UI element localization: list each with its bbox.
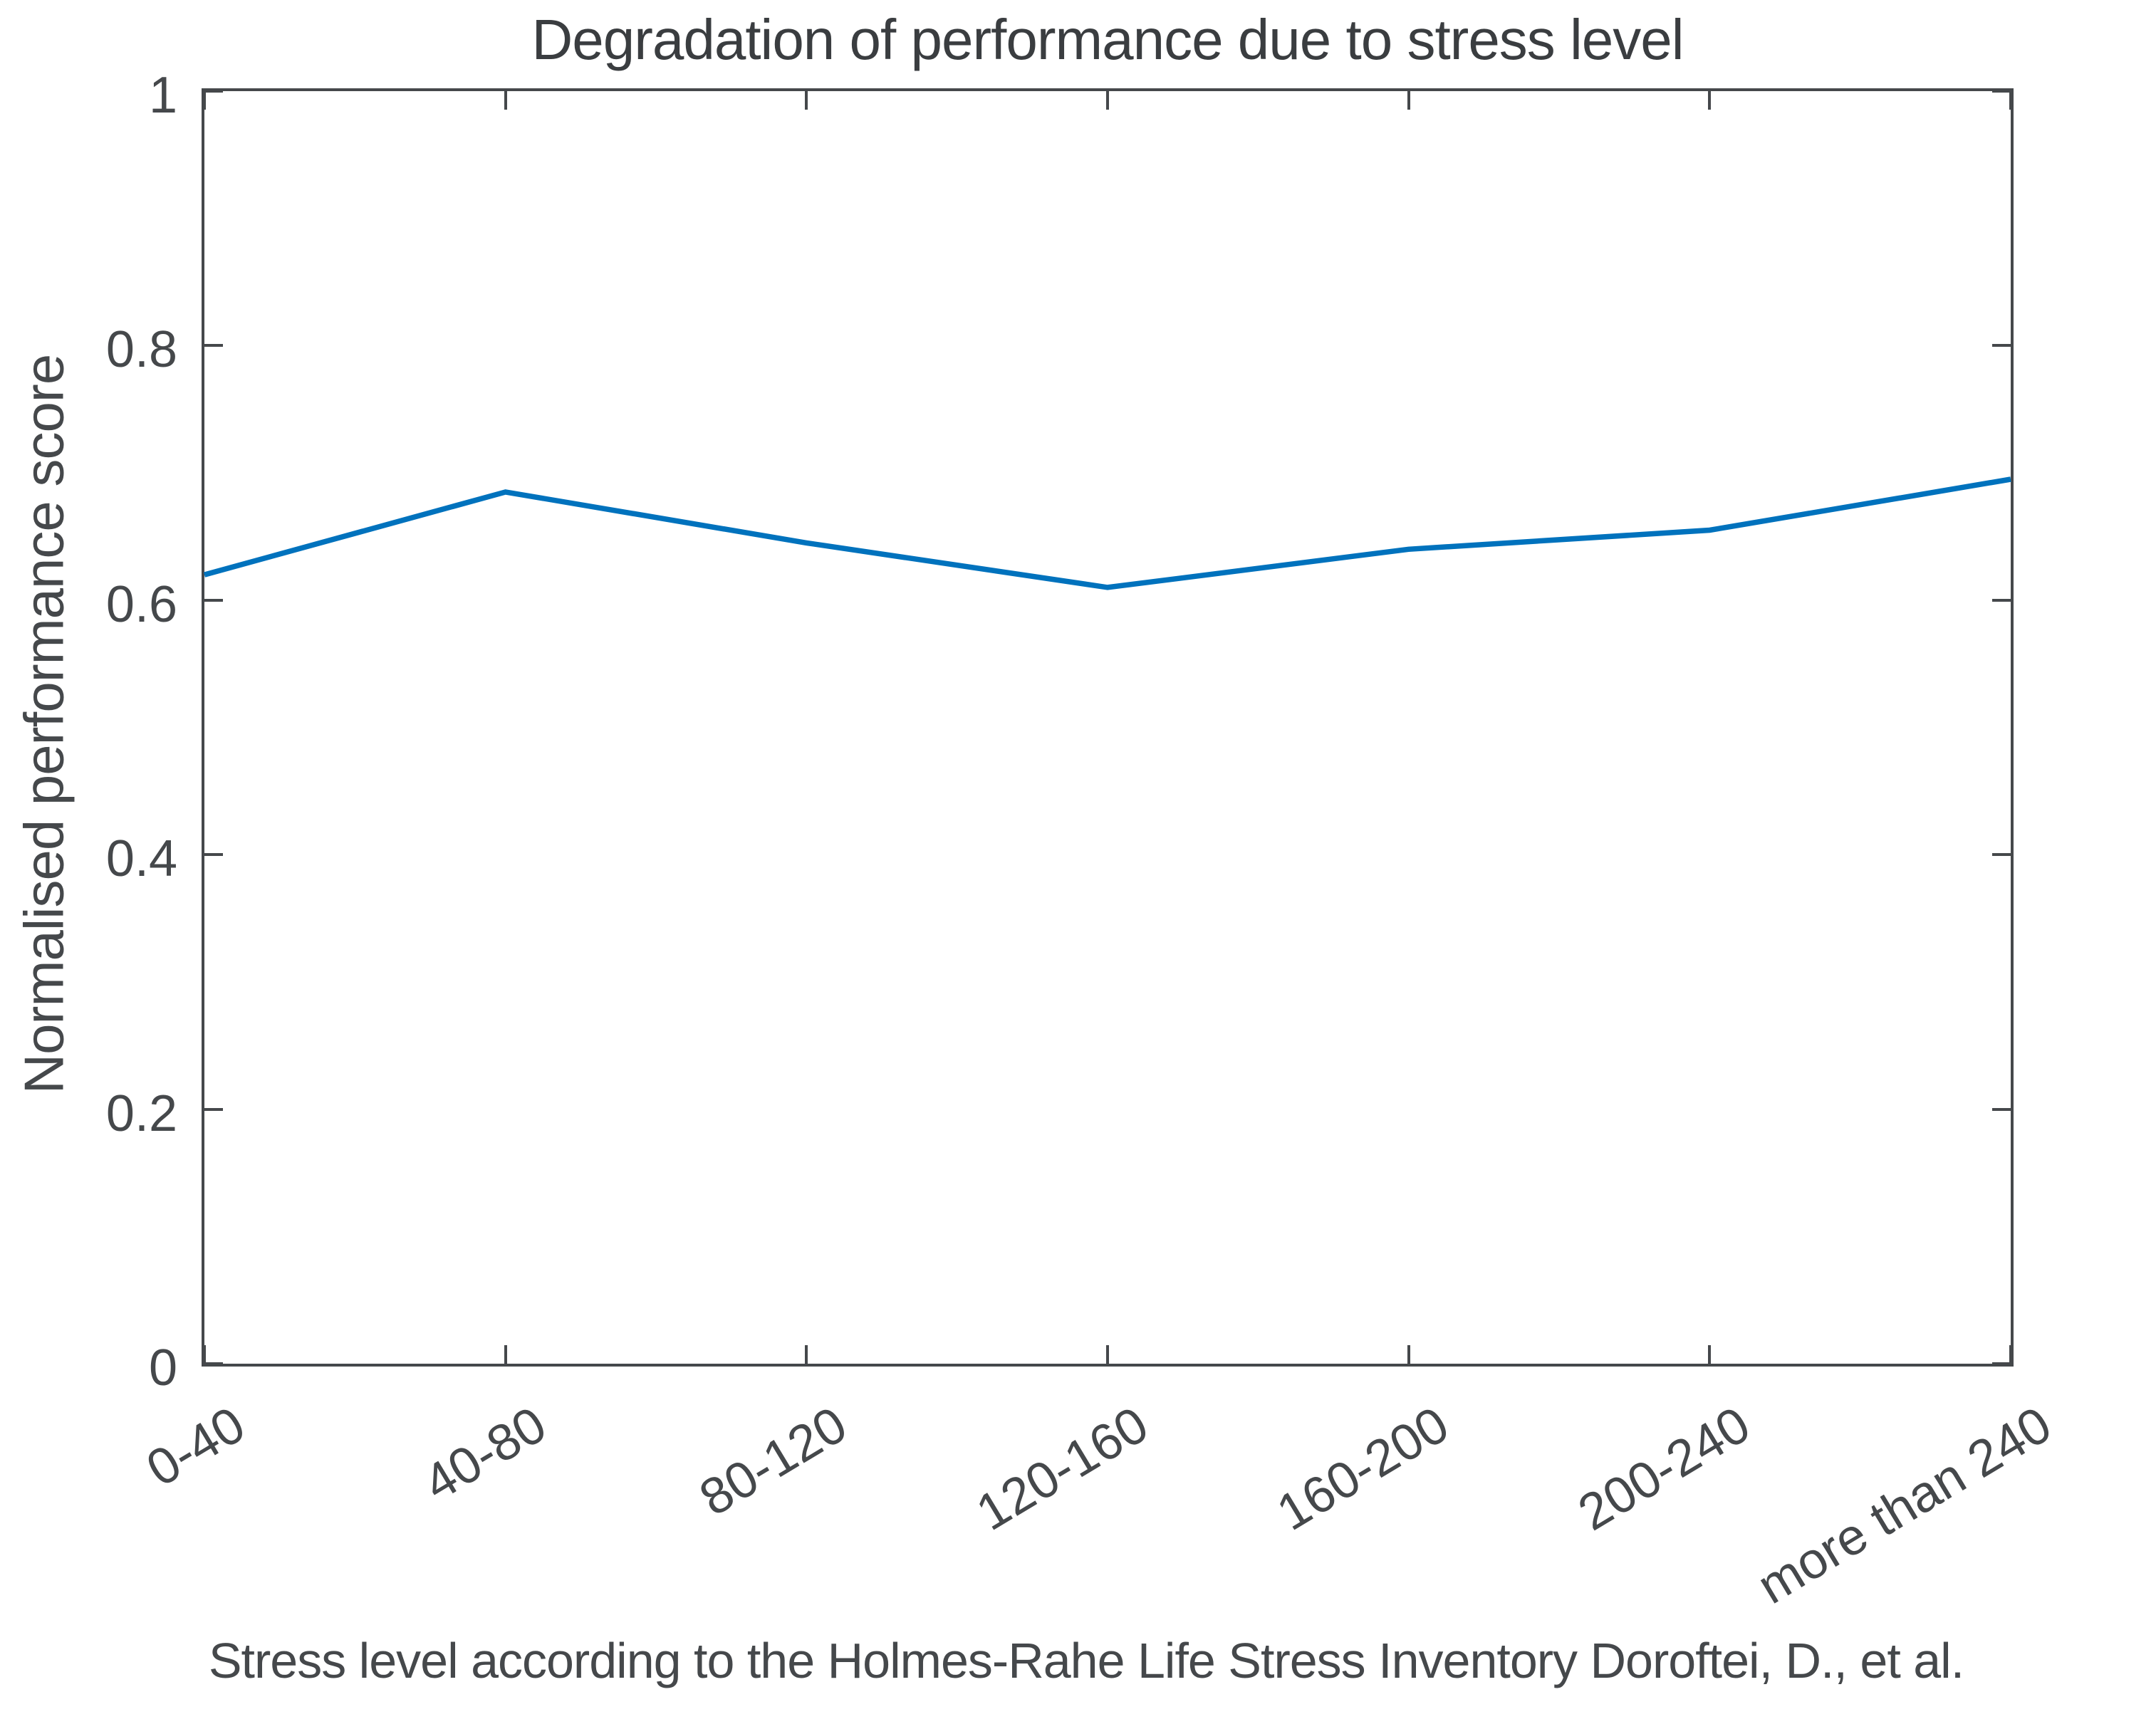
y-tick-mark <box>204 1362 223 1365</box>
y-axis-label: Normalised performance score <box>12 354 75 1095</box>
x-tick-mark <box>2009 1345 2012 1364</box>
y-tick-label: 0.6 <box>105 575 177 633</box>
x-tick-label: 40-80 <box>413 1396 556 1513</box>
x-tick-mark <box>1106 1345 1109 1364</box>
chart-title: Degradation of performance due to stress… <box>531 8 1684 71</box>
y-tick-label: 0 <box>148 1339 177 1396</box>
x-tick-mark <box>1708 1345 1712 1364</box>
y-tick-label: 0.2 <box>105 1085 177 1142</box>
x-tick-mark <box>1106 91 1109 110</box>
performance-line <box>204 476 2011 590</box>
x-tick-label: 120-160 <box>967 1396 1158 1542</box>
x-tick-mark <box>203 1345 206 1364</box>
x-tick-label: 160-200 <box>1268 1396 1459 1542</box>
x-axis-label: Stress level according to the Holmes-Rah… <box>208 1633 1964 1688</box>
x-tick-mark <box>1708 91 1712 110</box>
x-tick-mark <box>1407 1345 1410 1364</box>
y-tick-mark <box>204 344 223 348</box>
y-tick-label: 0.4 <box>105 830 177 888</box>
x-tick-mark <box>504 1345 507 1364</box>
y-tick-label: 0.8 <box>105 321 177 379</box>
y-tick-mark <box>1992 1107 2011 1111</box>
data-line-svg <box>204 476 2011 590</box>
x-tick-label: 200-240 <box>1568 1396 1760 1542</box>
x-tick-label: more than 240 <box>1747 1396 2061 1615</box>
y-tick-mark <box>1992 598 2011 602</box>
y-tick-mark <box>1992 344 2011 348</box>
x-tick-mark <box>2009 91 2012 110</box>
y-tick-mark <box>1992 853 2011 857</box>
x-tick-label: 0-40 <box>137 1396 255 1498</box>
x-tick-mark <box>805 1345 808 1364</box>
y-tick-mark <box>1992 1362 2011 1365</box>
x-tick-label: 80-120 <box>690 1396 857 1527</box>
x-tick-mark <box>504 91 507 110</box>
y-tick-mark <box>1992 90 2011 93</box>
x-tick-mark <box>1407 91 1410 110</box>
x-tick-mark <box>805 91 808 110</box>
y-tick-mark <box>204 90 223 93</box>
y-tick-mark <box>204 598 223 602</box>
y-tick-mark <box>204 853 223 857</box>
y-tick-label: 1 <box>148 67 177 124</box>
plot-area <box>202 88 2014 1367</box>
x-tick-mark <box>203 91 206 110</box>
y-tick-mark <box>204 1107 223 1111</box>
